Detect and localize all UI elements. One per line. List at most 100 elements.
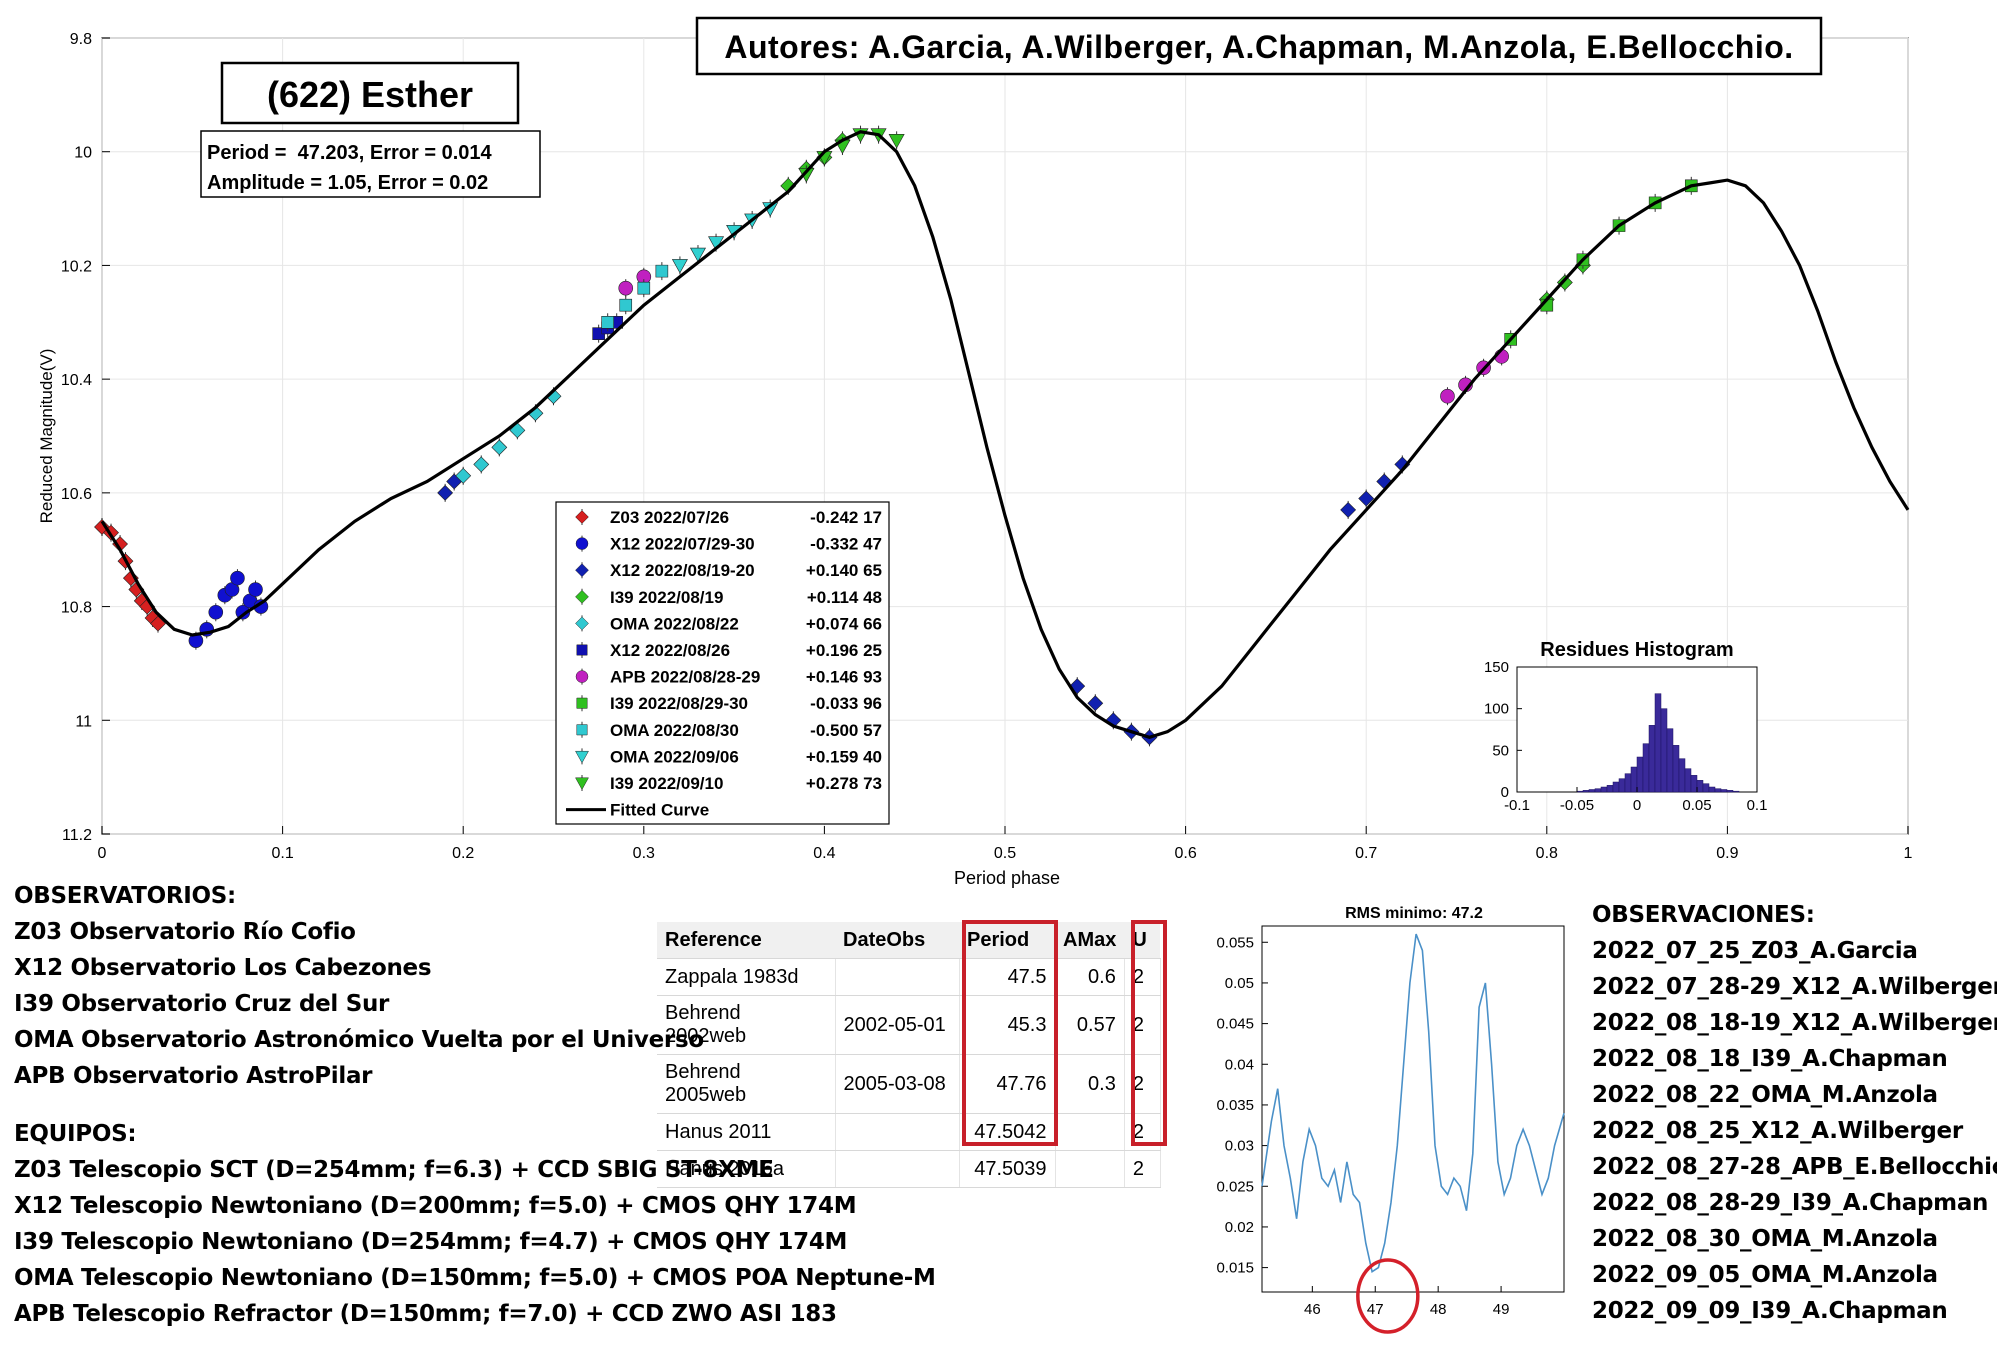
- legend-series-name: X12 2022/08/19-20: [610, 561, 755, 580]
- cell-u: 2: [1124, 1054, 1161, 1114]
- y-tick-label: 10: [74, 145, 92, 162]
- observacion-line: 2022_08_18-19_X12_A.Wilberger: [1592, 1010, 1997, 1036]
- histogram-title: Residues Histogram: [1540, 639, 1733, 661]
- x-tick-label: 0.7: [1355, 845, 1377, 862]
- histogram-bar: [1642, 743, 1650, 793]
- histogram-bar: [1582, 790, 1590, 793]
- authors-box: Autores: A.Garcia, A.Wilberger, A.Chapma…: [695, 16, 1823, 76]
- x-tick-label: 1: [1904, 845, 1913, 862]
- histogram-x-tick-label: -0.05: [1560, 797, 1594, 814]
- period-text: Period = 47.203, Error = 0.014: [207, 142, 492, 164]
- observatorio-line: Z03 Observatorio Río Cofio: [14, 919, 356, 945]
- x-tick-label: 0.5: [994, 845, 1016, 862]
- histogram-bar: [1654, 693, 1662, 793]
- legend-fitted-curve-label: Fitted Curve: [610, 801, 709, 820]
- histogram-bar: [1708, 786, 1716, 793]
- legend-marker: [575, 616, 589, 631]
- observatorio-line: OMA Observatorio Astronómico Vuelta por …: [14, 1027, 704, 1053]
- cell-amax: [1055, 1113, 1125, 1151]
- legend-series-offset: -0.033 96: [810, 694, 882, 713]
- histogram-x-tick-label: -0.1: [1504, 797, 1530, 814]
- data-point: [689, 247, 706, 263]
- observacion-line: 2022_08_30_OMA_M.Anzola: [1592, 1226, 1938, 1252]
- observatories-panel: OBSERVATORIOS: Z03 Observatorio Río Cofi…: [14, 878, 936, 1332]
- histogram-bar: [1624, 773, 1632, 793]
- data-point: [637, 281, 651, 295]
- data-point: [230, 570, 245, 586]
- legend-marker: [575, 670, 589, 683]
- rms-y-tick-label: 0.04: [1225, 1056, 1254, 1073]
- rms-y-tick-label: 0.05: [1225, 975, 1254, 992]
- legend-series-name: OMA 2022/08/30: [610, 721, 739, 740]
- histogram-bar: [1576, 790, 1584, 793]
- cell-amax: 0.57: [1055, 995, 1125, 1055]
- cell-u: 2: [1124, 958, 1161, 996]
- legend-marker: [575, 563, 589, 578]
- cell-reference: Behrend 2005web: [657, 1054, 836, 1114]
- authors-text: Autores: A.Garcia, A.Wilberger, A.Chapma…: [724, 29, 1793, 65]
- cell-period: 47.5039: [959, 1150, 1056, 1188]
- histogram-bar: [1684, 768, 1692, 793]
- legend-marker: [575, 589, 589, 604]
- header-dateobs: DateObs: [835, 922, 959, 959]
- rms-x-tick-label: 48: [1430, 1301, 1447, 1318]
- cell-u: 2: [1124, 1150, 1161, 1188]
- table-row: Hanus 2011 47.5042 2: [657, 1113, 1161, 1151]
- rms-y-tick-label: 0.055: [1216, 934, 1254, 951]
- histogram-y-tick-label: 150: [1484, 659, 1509, 676]
- histogram-ticks: -0.1 -0.05 0 0.05 0.1 0 50 100 150: [1484, 659, 1767, 814]
- cell-dateobs: [835, 1113, 960, 1151]
- data-point: [235, 604, 251, 620]
- equipo-line: OMA Telescopio Newtoniano (D=150mm; f=5.…: [14, 1265, 936, 1291]
- y-tick-label: 10.6: [61, 486, 92, 503]
- data-point: [437, 484, 454, 501]
- data-point: [1340, 501, 1357, 518]
- x-tick-label: 0.4: [813, 845, 835, 862]
- legend-marker: [575, 777, 589, 791]
- histogram-bar: [1714, 788, 1722, 793]
- cell-dateobs: 2002-05-01: [835, 995, 960, 1055]
- observacion-line: 2022_07_28-29_X12_A.Wilberger: [1592, 974, 1997, 1000]
- light-curve-points: [94, 125, 1698, 747]
- legend-marker: [575, 537, 589, 550]
- period-highlight-box: [962, 920, 1058, 1146]
- data-point: [888, 134, 905, 149]
- legend-marker: [575, 750, 589, 764]
- cell-reference: Hanus 2011: [657, 1113, 836, 1151]
- histogram-bars: [1576, 693, 1740, 793]
- histogram-bar: [1594, 788, 1602, 793]
- cell-reference: Behrend 2002web: [657, 995, 836, 1055]
- histogram-bar: [1702, 783, 1710, 793]
- observacion-line: 2022_07_25_Z03_A.Garcia: [1592, 938, 1918, 964]
- y-tick-label: 10.4: [61, 372, 92, 389]
- histogram-bar: [1606, 785, 1614, 793]
- rms-y-tick-label: 0.045: [1216, 1016, 1254, 1033]
- cell-u: 2: [1124, 995, 1161, 1055]
- data-point: [1105, 712, 1122, 729]
- observacion-line: 2022_08_27-28_APB_E.Bellocchio: [1592, 1154, 1997, 1180]
- histogram-bar: [1648, 725, 1656, 793]
- observacion-line: 2022_08_22_OMA_M.Anzola: [1592, 1082, 1938, 1108]
- equipo-line: X12 Telescopio Newtoniano (D=200mm; f=5.…: [14, 1193, 857, 1219]
- data-point: [248, 582, 263, 597]
- legend-series-name: OMA 2022/08/22: [610, 614, 739, 633]
- rms-plot: RMS minimo: 47.2 46 47 48 49 0.015 0.02 0.025 0…: [1216, 905, 1565, 1334]
- legend-series-name: X12 2022/07/29-30: [610, 535, 755, 554]
- histogram-bar: [1678, 758, 1686, 793]
- histogram-x-tick-label: 0.1: [1747, 797, 1768, 814]
- cell-amax: 0.6: [1055, 958, 1125, 996]
- y-tick-label: 10.2: [61, 258, 92, 275]
- legend-series-offset: +0.140 65: [806, 561, 882, 580]
- histogram-x-tick-label: 0.05: [1682, 797, 1711, 814]
- observatorio-line: APB Observatorio AstroPilar: [14, 1063, 373, 1089]
- legend: Z03 2022/07/26 -0.242 17 X12 2022/07/29-30…: [555, 501, 890, 825]
- cell-reference: Zappala 1983d: [657, 958, 836, 996]
- rms-title: RMS minimo: 47.2: [1345, 905, 1483, 922]
- data-point: [509, 422, 526, 439]
- cell-dateobs: [835, 1150, 960, 1188]
- rms-y-tick-label: 0.02: [1225, 1219, 1254, 1236]
- cell-reference: Hanus 2016a: [657, 1150, 836, 1188]
- y-tick-label: 11.2: [62, 827, 92, 844]
- observacion-line: 2022_09_05_OMA_M.Anzola: [1592, 1262, 1938, 1288]
